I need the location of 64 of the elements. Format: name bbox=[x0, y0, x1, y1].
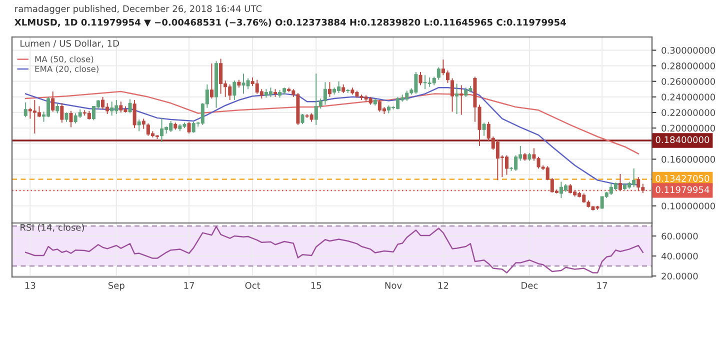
x-tick-label: 15 bbox=[311, 282, 322, 289]
legend-label: EMA (20, close) bbox=[35, 66, 98, 74]
candlestick bbox=[51, 90, 55, 112]
x-tick-label: Sep bbox=[108, 282, 124, 291]
candlestick bbox=[504, 154, 509, 176]
candlestick bbox=[418, 72, 422, 86]
candlestick bbox=[446, 70, 450, 84]
candlestick bbox=[328, 82, 332, 98]
y-tick-label: 0.22000000 bbox=[662, 109, 715, 116]
x-tick-label: Dec bbox=[522, 282, 538, 289]
candlestick bbox=[482, 122, 486, 136]
candlestick bbox=[618, 173, 622, 192]
candlestick bbox=[300, 114, 304, 125]
x-tick-label: 17 bbox=[184, 282, 194, 289]
candlestick bbox=[450, 78, 454, 112]
candlestick bbox=[219, 58, 223, 94]
candlestick bbox=[187, 121, 191, 134]
ref-line-label: 0.13427050 bbox=[656, 175, 710, 182]
x-tick-label: 13 bbox=[25, 282, 36, 289]
x-tick-label: 17 bbox=[597, 282, 608, 289]
candlestick bbox=[464, 87, 468, 98]
candlestick bbox=[69, 110, 73, 128]
candlestick bbox=[268, 87, 272, 98]
candlestick bbox=[568, 184, 572, 194]
legend-label: MA (50, close) bbox=[35, 56, 94, 64]
y-tick-label: 0.16000000 bbox=[662, 156, 715, 163]
candlestick bbox=[132, 100, 136, 129]
candlestick bbox=[323, 82, 327, 106]
y-tick-label: 0.26000000 bbox=[662, 78, 715, 85]
candlestick bbox=[60, 102, 64, 124]
y-tick-label: 0.24000000 bbox=[662, 94, 715, 100]
annotation: RSI (14, close) bbox=[20, 224, 84, 232]
ref-line-label: 0.11979954 bbox=[656, 186, 710, 194]
candlestick bbox=[64, 112, 68, 122]
y-tick-label: 0.28000000 bbox=[662, 62, 715, 70]
candlestick bbox=[37, 106, 41, 118]
candlestick bbox=[137, 119, 141, 132]
candlestick bbox=[460, 84, 464, 116]
candlestick bbox=[142, 118, 146, 130]
candlestick bbox=[210, 62, 214, 99]
y-tick-label: 0.20000000 bbox=[662, 124, 715, 132]
x-tick-label: Nov bbox=[385, 282, 402, 289]
candlestick bbox=[128, 98, 132, 114]
y-tick-label: 0.10000000 bbox=[662, 202, 715, 210]
line-series bbox=[24, 90, 640, 154]
candlestick bbox=[160, 117, 164, 143]
y-tick-label: 0.30000000 bbox=[662, 46, 715, 54]
candlestick bbox=[232, 80, 236, 101]
candlestick bbox=[101, 96, 105, 110]
y-tick-label: 40.0000 bbox=[661, 252, 698, 260]
annotation: Lumen / US Dollar, 1D bbox=[20, 40, 119, 48]
candlestick bbox=[436, 66, 440, 80]
candlestick bbox=[636, 176, 640, 192]
chart-title: XLMUSD, 1D 0.11979954 ▼ −0.00468531 (−3.76%) O:0.12373884 H:0.12839820 L:0.11645965 C:0.11979954 bbox=[14, 18, 566, 27]
y-tick-label: 20.0000 bbox=[662, 272, 698, 280]
x-tick-label: 12 bbox=[438, 282, 448, 289]
candlestick bbox=[56, 102, 60, 114]
chart-subtitle: ramadagger published, December 26, 2018 16:44 UTC bbox=[15, 5, 262, 14]
candlestick bbox=[455, 83, 459, 115]
x-tick-label: Oct bbox=[245, 282, 260, 289]
candlestick bbox=[24, 102, 28, 118]
ref-line-label: 0.18400000 bbox=[656, 136, 710, 144]
candlestick bbox=[110, 101, 114, 116]
y-tick-label: 60.0000 bbox=[662, 232, 698, 240]
